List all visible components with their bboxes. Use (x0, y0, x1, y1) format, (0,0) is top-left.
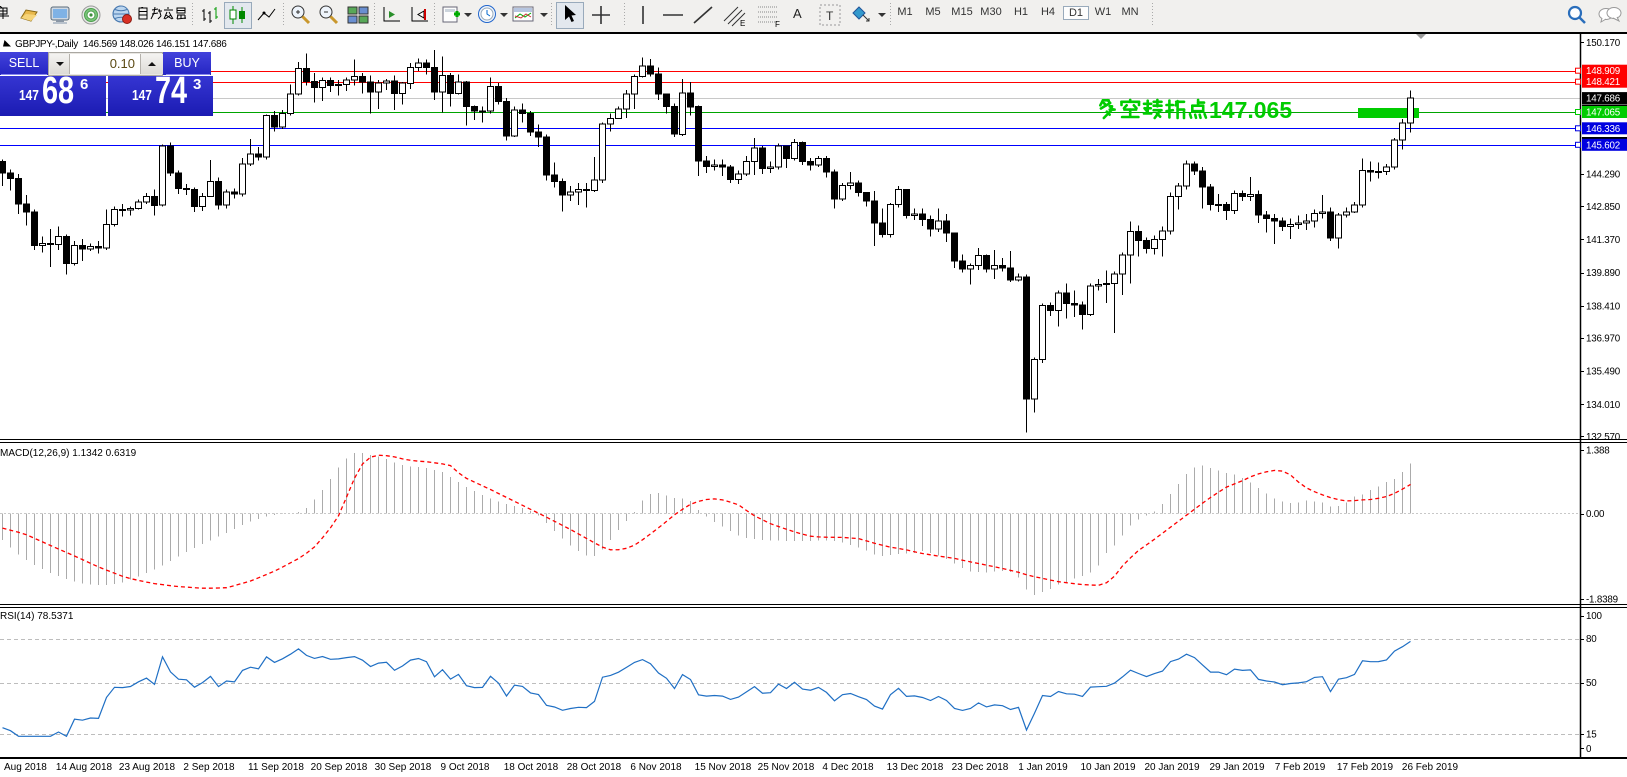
svg-text:150.170: 150.170 (1586, 38, 1621, 49)
svg-text:135.490: 135.490 (1586, 367, 1621, 378)
svg-text:1 Jan 2019: 1 Jan 2019 (1018, 762, 1068, 773)
svg-text:T: T (826, 9, 834, 23)
svg-text:139.890: 139.890 (1586, 268, 1621, 279)
svg-text:11 Sep 2018: 11 Sep 2018 (248, 762, 304, 773)
svg-text:147.065: 147.065 (1209, 97, 1292, 123)
svg-text:50: 50 (1586, 678, 1597, 689)
svg-text:20 Jan 2019: 20 Jan 2019 (1144, 762, 1199, 773)
svg-text:30 Sep 2018: 30 Sep 2018 (375, 762, 432, 773)
svg-text:148.421: 148.421 (1586, 77, 1620, 88)
svg-text:80: 80 (1586, 634, 1597, 645)
svg-text:141.370: 141.370 (1586, 235, 1621, 246)
svg-text:13 Dec 2018: 13 Dec 2018 (887, 762, 944, 773)
svg-text:146.336: 146.336 (1586, 124, 1621, 135)
svg-text:23 Aug 2018: 23 Aug 2018 (119, 762, 176, 773)
svg-text:18 Oct 2018: 18 Oct 2018 (504, 762, 559, 773)
svg-text:0: 0 (1586, 744, 1592, 755)
svg-text:0.00: 0.00 (1586, 509, 1605, 520)
svg-text:F: F (775, 20, 780, 27)
svg-text:4 Dec 2018: 4 Dec 2018 (822, 762, 874, 773)
svg-text:28 Oct 2018: 28 Oct 2018 (567, 762, 622, 773)
svg-text:-1.8389: -1.8389 (1586, 595, 1618, 606)
svg-text:23 Dec 2018: 23 Dec 2018 (952, 762, 1009, 773)
svg-text:1.388: 1.388 (1586, 446, 1610, 457)
svg-text:MACD(12,26,9) 1.1342 0.6319: MACD(12,26,9) 1.1342 0.6319 (0, 448, 137, 459)
svg-text:7 Feb 2019: 7 Feb 2019 (1275, 762, 1326, 773)
svg-text:25 Nov 2018: 25 Nov 2018 (758, 762, 815, 773)
svg-text:10 Jan 2019: 10 Jan 2019 (1080, 762, 1135, 773)
svg-text:136.970: 136.970 (1586, 334, 1621, 345)
svg-text:100: 100 (1586, 611, 1602, 622)
svg-text:26 Feb 2019: 26 Feb 2019 (1402, 762, 1459, 773)
svg-text:145.602: 145.602 (1586, 140, 1620, 151)
svg-text:148.909: 148.909 (1586, 66, 1620, 77)
svg-text:RSI(14) 78.5371: RSI(14) 78.5371 (0, 611, 74, 622)
svg-text:134.010: 134.010 (1586, 400, 1621, 411)
svg-text:147.686: 147.686 (1586, 94, 1621, 105)
svg-text:147.065: 147.065 (1586, 108, 1621, 119)
svg-text:20 Sep 2018: 20 Sep 2018 (311, 762, 368, 773)
svg-text:29 Jan 2019: 29 Jan 2019 (1209, 762, 1264, 773)
svg-text:14 Aug 2018: 14 Aug 2018 (56, 762, 113, 773)
svg-text:9 Oct 2018: 9 Oct 2018 (441, 762, 490, 773)
svg-text:GBPJPY-,Daily 146.569 148.026: GBPJPY-,Daily 146.569 148.026 146.151 14… (15, 39, 227, 50)
svg-text:138.410: 138.410 (1586, 301, 1621, 312)
svg-text:6 Nov 2018: 6 Nov 2018 (630, 762, 682, 773)
svg-text:15 Nov 2018: 15 Nov 2018 (695, 762, 752, 773)
svg-text:132.570: 132.570 (1586, 432, 1621, 443)
svg-text:142.850: 142.850 (1586, 202, 1621, 213)
svg-text:E: E (740, 19, 745, 27)
svg-text:144.290: 144.290 (1586, 170, 1621, 181)
svg-text:15: 15 (1586, 730, 1597, 741)
svg-text:17 Feb 2019: 17 Feb 2019 (1337, 762, 1394, 773)
svg-text:2 Sep 2018: 2 Sep 2018 (183, 762, 235, 773)
svg-text:Aug 2018: Aug 2018 (4, 762, 47, 773)
